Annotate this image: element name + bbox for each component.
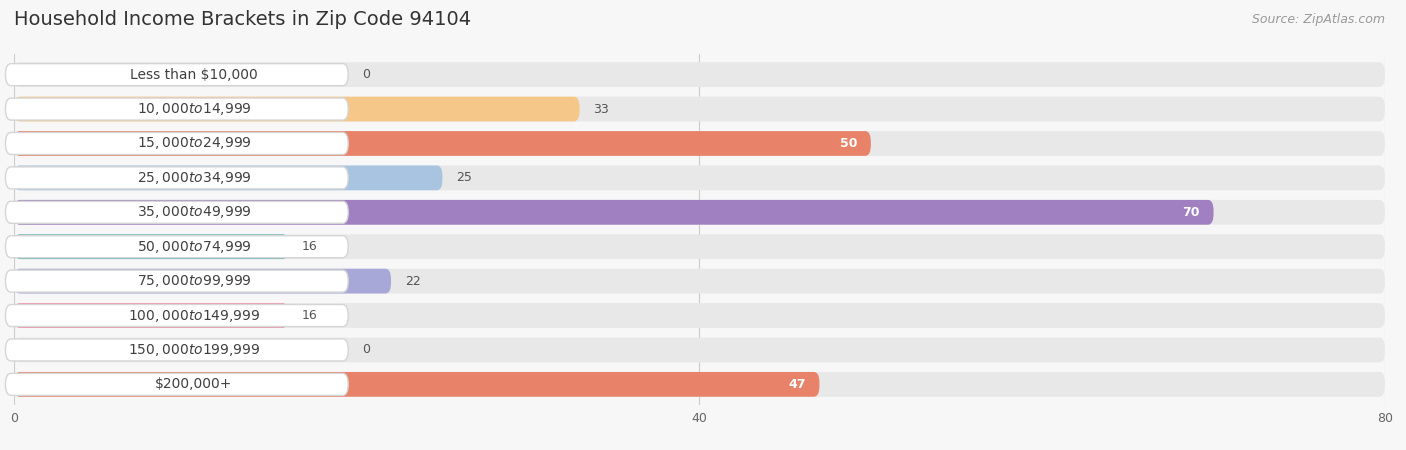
FancyBboxPatch shape [14, 166, 1385, 190]
Text: $25,000 to $34,999: $25,000 to $34,999 [136, 170, 252, 186]
Text: $150,000 to $199,999: $150,000 to $199,999 [128, 342, 260, 358]
FancyBboxPatch shape [14, 372, 1385, 397]
Text: 16: 16 [302, 240, 318, 253]
Text: Less than $10,000: Less than $10,000 [131, 68, 257, 81]
FancyBboxPatch shape [14, 97, 579, 122]
FancyBboxPatch shape [6, 305, 349, 327]
FancyBboxPatch shape [14, 338, 1385, 362]
FancyBboxPatch shape [14, 269, 391, 293]
FancyBboxPatch shape [6, 201, 349, 223]
Text: $50,000 to $74,999: $50,000 to $74,999 [136, 238, 252, 255]
FancyBboxPatch shape [14, 131, 1385, 156]
FancyBboxPatch shape [6, 374, 349, 396]
FancyBboxPatch shape [14, 200, 1385, 225]
Text: $75,000 to $99,999: $75,000 to $99,999 [136, 273, 252, 289]
FancyBboxPatch shape [14, 303, 288, 328]
Text: 70: 70 [1182, 206, 1199, 219]
FancyBboxPatch shape [14, 97, 1385, 122]
Text: 16: 16 [302, 309, 318, 322]
FancyBboxPatch shape [6, 98, 349, 120]
FancyBboxPatch shape [6, 236, 349, 258]
Text: 0: 0 [361, 343, 370, 356]
FancyBboxPatch shape [14, 234, 288, 259]
FancyBboxPatch shape [14, 200, 1213, 225]
Text: $200,000+: $200,000+ [155, 378, 232, 392]
FancyBboxPatch shape [6, 63, 349, 86]
Text: Source: ZipAtlas.com: Source: ZipAtlas.com [1251, 14, 1385, 27]
Text: $100,000 to $149,999: $100,000 to $149,999 [128, 307, 260, 324]
Text: 0: 0 [361, 68, 370, 81]
Text: Household Income Brackets in Zip Code 94104: Household Income Brackets in Zip Code 94… [14, 10, 471, 29]
Text: $15,000 to $24,999: $15,000 to $24,999 [136, 135, 252, 152]
FancyBboxPatch shape [6, 339, 349, 361]
Text: $35,000 to $49,999: $35,000 to $49,999 [136, 204, 252, 220]
FancyBboxPatch shape [6, 167, 349, 189]
FancyBboxPatch shape [14, 234, 1385, 259]
Text: 22: 22 [405, 274, 420, 288]
FancyBboxPatch shape [6, 270, 349, 292]
Text: 25: 25 [456, 171, 472, 184]
FancyBboxPatch shape [6, 132, 349, 154]
Text: 33: 33 [593, 103, 609, 116]
FancyBboxPatch shape [14, 303, 1385, 328]
FancyBboxPatch shape [14, 62, 1385, 87]
FancyBboxPatch shape [14, 372, 820, 397]
Text: 50: 50 [839, 137, 858, 150]
FancyBboxPatch shape [14, 166, 443, 190]
FancyBboxPatch shape [14, 131, 870, 156]
Text: $10,000 to $14,999: $10,000 to $14,999 [136, 101, 252, 117]
Text: 47: 47 [789, 378, 806, 391]
FancyBboxPatch shape [14, 269, 1385, 293]
